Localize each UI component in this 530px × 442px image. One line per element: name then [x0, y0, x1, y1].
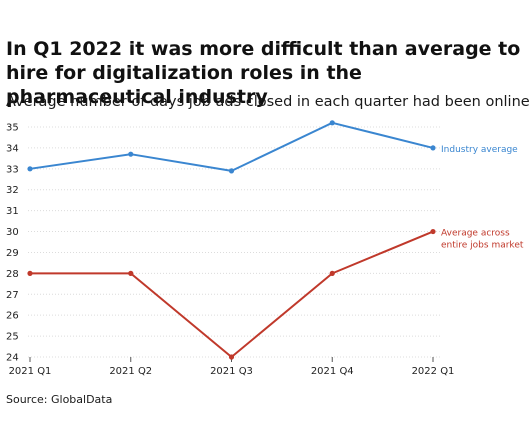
y-tick-label: 25	[6, 332, 19, 343]
x-axis: 2021 Q1 2021 Q2 2021 Q3 2021 Q4 2022 Q1	[9, 357, 455, 377]
grid-lines	[28, 126, 440, 358]
series-label: Average across	[441, 229, 510, 239]
y-tick-label: 34	[6, 143, 19, 154]
data-point	[329, 120, 335, 126]
series-group: Industry average Average across entire job…	[27, 120, 524, 360]
x-tick-label: 2022 Q1	[412, 366, 455, 377]
series-label: Industry average	[441, 145, 518, 155]
data-point	[27, 270, 33, 276]
chart-subtitle: Average number of days job ads closed in…	[6, 94, 530, 110]
data-point	[430, 228, 436, 235]
y-tick-label: 30	[6, 227, 19, 238]
data-point	[27, 166, 33, 172]
data-point	[228, 168, 235, 174]
series-label: entire jobs market	[441, 241, 524, 251]
y-tick-label: 27	[6, 290, 19, 301]
y-tick-label: 31	[6, 206, 19, 217]
chart-title: In Q1 2022 it was more difficult than av…	[6, 38, 521, 108]
data-point	[128, 151, 134, 157]
x-tick-label: 2021 Q2	[109, 366, 152, 377]
y-axis: 24 25 26 27 28 29 30 31 32 33 34 35	[6, 123, 19, 364]
series-line	[30, 230, 434, 358]
y-tick-label: 24	[6, 353, 19, 364]
x-tick-label: 2021 Q3	[210, 366, 253, 377]
series-2: Average across entire jobs market	[27, 228, 524, 360]
data-point	[228, 354, 235, 360]
data-point	[329, 270, 335, 276]
y-tick-label: 35	[6, 123, 19, 134]
y-tick-label: 29	[6, 248, 19, 259]
y-tick-label: 33	[6, 164, 19, 175]
series-1: Industry average	[27, 120, 518, 174]
y-tick-label: 32	[6, 185, 19, 196]
y-tick-label: 26	[6, 311, 19, 322]
x-tick-label: 2021 Q1	[9, 366, 52, 377]
x-tick-label: 2021 Q4	[311, 366, 354, 377]
source-note: Source: GlobalData	[6, 393, 113, 406]
y-tick-label: 28	[6, 269, 19, 280]
data-point	[430, 145, 436, 151]
series-line	[29, 121, 434, 172]
data-point	[128, 270, 134, 276]
